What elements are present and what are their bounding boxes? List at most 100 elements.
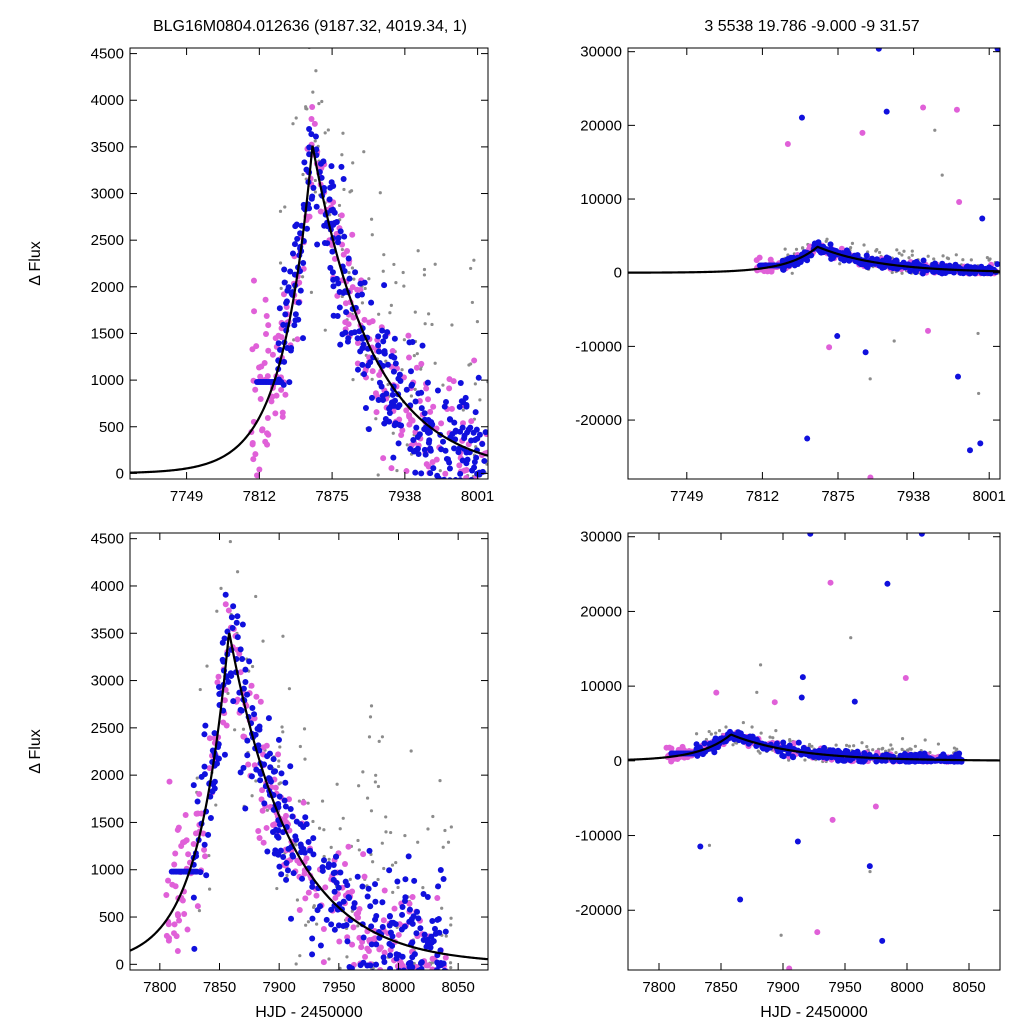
data-point-gray (714, 731, 718, 735)
data-point-blue (420, 890, 427, 897)
data-point-blue (440, 960, 447, 967)
data-point-gray (323, 328, 327, 332)
data-point-pink (345, 843, 352, 850)
data-point-gray (362, 482, 365, 485)
model-curve (130, 632, 488, 961)
data-point-pink (265, 431, 272, 438)
data-point-gray (768, 735, 772, 739)
data-point-blue (917, 752, 924, 759)
data-point-blue (280, 854, 287, 861)
data-point-gray (847, 744, 852, 748)
data-point-blue (292, 311, 299, 318)
y-tick-label: 3500 (91, 139, 124, 156)
data-point-pink (358, 944, 365, 951)
data-point-blue (828, 255, 835, 262)
data-point-blue (459, 457, 466, 464)
data-point-blue (788, 254, 794, 261)
data-point-blue (444, 456, 451, 463)
data-point-pink (206, 765, 213, 772)
data-point-pink (442, 470, 449, 477)
data-point-blue (288, 915, 295, 922)
data-point-blue (392, 397, 399, 404)
data-point-blue (386, 405, 393, 412)
data-point-pink (405, 332, 412, 339)
data-point-blue (436, 929, 443, 936)
panel-bottom-left: 0 500 1000 1500 2000 2500 3000 3500 4000 4500 7800… (27, 531, 489, 1021)
data-point-blue (283, 876, 290, 883)
data-point-blue (283, 859, 290, 866)
data-point-pink (269, 351, 276, 358)
outlier-point (807, 533, 814, 537)
data-point-gray (390, 863, 395, 867)
data-point-gray (926, 254, 930, 258)
outlier-point (804, 435, 811, 442)
data-point-pink (253, 343, 260, 350)
data-point-gray (909, 747, 913, 751)
data-point-gray (326, 128, 330, 132)
data-point-pink (768, 268, 775, 275)
data-point-pink (320, 925, 327, 932)
data-point-pink (265, 322, 272, 329)
data-point-blue (233, 619, 240, 626)
data-point-gray (219, 586, 223, 590)
outlier-point (851, 698, 858, 705)
data-point-blue (846, 257, 853, 264)
data-point-gray (356, 924, 360, 928)
data-point-pink (418, 360, 425, 367)
data-point-pink (240, 733, 247, 740)
y-tick-label: 2500 (91, 720, 124, 737)
data-point-blue (368, 941, 375, 948)
data-point-blue (359, 345, 366, 352)
data-point-blue (275, 736, 282, 743)
data-point-pink (377, 967, 384, 970)
data-point-blue (712, 735, 719, 742)
data-point-gray (900, 271, 904, 275)
data-point-blue (294, 235, 301, 242)
data-point-blue (286, 379, 293, 386)
data-point-blue (338, 163, 345, 170)
data-point-blue (411, 877, 418, 884)
data-point-pink (360, 851, 367, 858)
data-point-pink (206, 735, 213, 742)
data-point-blue (257, 777, 264, 784)
outlier-point (868, 869, 872, 874)
data-point-blue (398, 422, 405, 429)
x-tick-label: 7950 (828, 979, 861, 996)
data-point-pink (366, 319, 373, 326)
data-point-gray (707, 729, 711, 734)
data-point-blue (860, 261, 867, 268)
data-point-blue (820, 748, 827, 755)
data-point-pink (308, 115, 315, 122)
data-point-blue (427, 470, 434, 477)
data-point-pink (349, 941, 356, 948)
data-point-blue (230, 698, 237, 705)
data-point-gray (394, 860, 398, 865)
data-point-blue (249, 704, 256, 711)
data-point-gray (291, 122, 295, 126)
data-point-gray (475, 320, 480, 324)
data-point-blue (952, 261, 959, 268)
data-point-blue (295, 316, 302, 323)
data-point-blue (321, 857, 328, 864)
data-point-gray (307, 48, 311, 50)
data-point-gray (838, 262, 842, 266)
data-point-pink (355, 909, 362, 916)
data-point-gray (446, 840, 451, 844)
data-point-pink (278, 334, 285, 341)
data-point-blue (308, 131, 315, 138)
data-point-gray (365, 796, 370, 800)
data-point-gray (932, 257, 936, 261)
data-point-gray (444, 934, 448, 938)
data-point-gray (380, 735, 384, 739)
data-point-gray (409, 749, 413, 753)
data-point-pink (442, 954, 449, 961)
data-point-pink (272, 784, 279, 791)
data-point-blue (240, 685, 247, 692)
data-point-blue (321, 240, 328, 246)
data-point-blue (328, 906, 335, 913)
data-point-blue (239, 621, 246, 628)
outlier-point (867, 474, 874, 479)
data-point-blue (366, 847, 373, 854)
data-point-gray (298, 954, 302, 958)
data-point-blue (230, 603, 237, 610)
